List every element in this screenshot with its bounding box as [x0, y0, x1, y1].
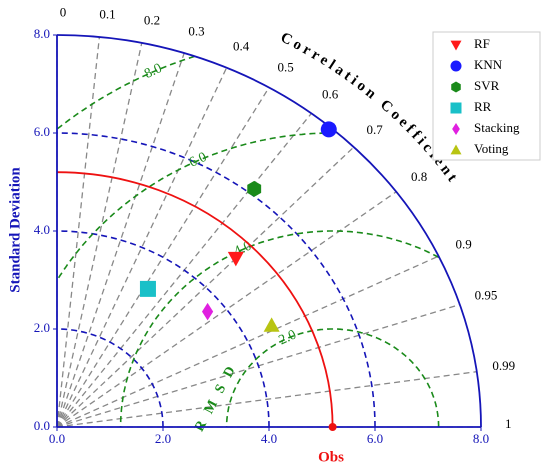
legend-label: Voting — [474, 141, 509, 156]
std-contour — [56, 328, 164, 428]
data-point — [201, 302, 214, 321]
legend-marker — [450, 144, 462, 155]
legend-marker — [452, 122, 460, 136]
correlation-tick-label: 0.4 — [233, 39, 250, 54]
correlation-tick-label: 0 — [60, 4, 67, 19]
correlation-tick-label: 0.5 — [277, 60, 293, 75]
reference-arc — [56, 171, 334, 428]
x-tick-label: 6.0 — [367, 431, 383, 446]
y-tick-label: 6.0 — [34, 124, 50, 139]
legend-marker — [450, 60, 462, 72]
correlation-line — [56, 36, 101, 428]
y-axis-label: Standard Deviation — [7, 167, 23, 293]
std-contour — [56, 230, 270, 428]
y-tick-label: 2.0 — [34, 320, 50, 335]
legend-label: SVR — [474, 78, 500, 93]
correlation-tick-label: 0.3 — [188, 23, 204, 38]
correlation-tick-label: 0.95 — [475, 287, 498, 302]
data-point — [139, 280, 156, 297]
correlation-tick-label: 0.8 — [411, 169, 427, 184]
rmsd-contour — [225, 328, 440, 427]
std-contour — [56, 132, 376, 428]
legend-box — [432, 31, 541, 161]
correlation-line — [56, 67, 228, 428]
correlation-tick-label: 1 — [505, 416, 512, 431]
outer-arc — [56, 34, 482, 428]
data-point — [227, 251, 244, 267]
correlation-line — [56, 42, 143, 428]
rmsd-contour — [119, 230, 439, 427]
correlation-line — [56, 52, 185, 428]
rmsd-label: 8.0 — [142, 61, 164, 82]
legend-label: RF — [474, 36, 490, 51]
x-tick-label: 4.0 — [261, 431, 277, 446]
correlation-tick-label: 0.9 — [456, 237, 472, 252]
x-axis-label: Obs — [318, 449, 344, 465]
legend-label: Stacking — [474, 120, 520, 135]
y-tick-label: 0.0 — [34, 418, 50, 433]
correlation-tick-label: 0.2 — [144, 13, 160, 28]
y-tick-label: 8.0 — [34, 26, 50, 41]
rmsd-contour — [56, 55, 195, 130]
rmsd-label: 2.0 — [277, 327, 299, 348]
y-tick-label: 4.0 — [34, 222, 50, 237]
rmsd-label: 6.0 — [187, 150, 209, 171]
x-tick-label: 2.0 — [155, 431, 171, 446]
data-point — [320, 121, 337, 138]
x-tick-label: 8.0 — [473, 431, 489, 446]
legend-marker — [450, 40, 462, 51]
correlation-line — [56, 146, 355, 428]
correlation-line — [56, 371, 477, 428]
correlation-tick-label: 0.7 — [367, 122, 384, 137]
rmsd-contour — [56, 132, 336, 281]
legend-marker — [451, 81, 461, 93]
correlation-tick-label: 0.6 — [322, 87, 339, 102]
x-tick-label: 0.0 — [49, 431, 65, 446]
data-point — [247, 180, 262, 197]
legend-marker — [450, 102, 462, 114]
legend-label: KNN — [474, 57, 503, 72]
legend-label: RR — [474, 99, 492, 114]
reference-point — [328, 423, 337, 431]
correlation-tick-label: 0.1 — [99, 6, 115, 21]
data-point — [263, 317, 280, 332]
correlation-tick-label: 0.99 — [492, 358, 515, 373]
